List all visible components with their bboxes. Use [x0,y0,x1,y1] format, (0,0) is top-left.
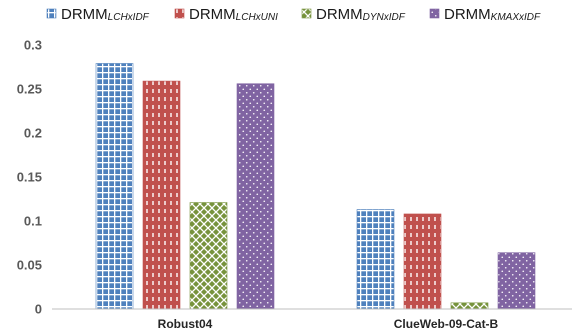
bar-drmmkmaxxidf-clueweb-09-cat-b [497,252,536,310]
bar-group [356,209,536,310]
bar-drmmlchxuni-clueweb-09-cat-b [403,213,442,310]
y-tick-label: 0.2 [24,126,42,141]
legend-label-subscript: KMAXxIDF [491,12,541,23]
bar-drmmkmaxxidf-robust04 [236,83,275,310]
legend-item: DRMMDYNxIDF [301,6,406,23]
bars [95,63,536,310]
x-category-label: ClueWeb-09-Cat-B [394,317,499,331]
legend: DRMMLCHxIDF DRMMLCHxUNI DRMMDYNxIDF DRMMKMA… [46,6,541,23]
legend-label-name: DRMM [444,6,491,23]
y-tick-label: 0.05 [17,258,42,273]
legend-swatch [429,8,440,19]
legend-label-name: DRMM [189,6,236,23]
y-tick-label: 0.15 [17,170,42,185]
legend-label-subscript: DYNxIDF [363,12,406,23]
legend-item: DRMMKMAXxIDF [429,6,541,23]
legend-item: DRMMLCHxUNI [174,6,278,23]
bar-drmmdynxidf-robust04 [189,202,228,310]
legend-label: DRMMLCHxUNI [189,6,278,23]
y-axis: 0 0.05 0.1 0.15 0.2 0.25 0.3 [17,38,42,317]
y-tick-label: 0.25 [17,82,42,97]
legend-label-subscript: LCHxUNI [236,12,278,23]
y-tick-label: 0 [35,302,42,317]
bar-drmmdynxidf-clueweb-09-cat-b [450,302,489,310]
x-category-label: Robust04 [158,317,213,331]
legend-swatch [301,8,312,19]
legend-label-subscript: LCHxIDF [108,12,150,23]
legend-swatch [174,8,185,19]
bar-drmmlchxidf-robust04 [95,63,134,310]
y-tick-label: 0.3 [24,38,42,53]
bar-drmmlchxuni-robust04 [142,80,181,310]
bar-group [95,63,275,310]
y-tick-label: 0.1 [24,214,42,229]
legend-label-name: DRMM [316,6,363,23]
legend-label-name: DRMM [61,6,108,23]
category-labels: Robust04 ClueWeb-09-Cat-B [158,317,499,331]
legend-swatch [46,8,57,19]
legend-label: DRMMDYNxIDF [316,6,406,23]
legend-label: DRMMKMAXxIDF [444,6,541,23]
bar-drmmlchxidf-clueweb-09-cat-b [356,209,395,310]
legend-item: DRMMLCHxIDF [46,6,150,23]
legend-label: DRMMLCHxIDF [61,6,150,23]
